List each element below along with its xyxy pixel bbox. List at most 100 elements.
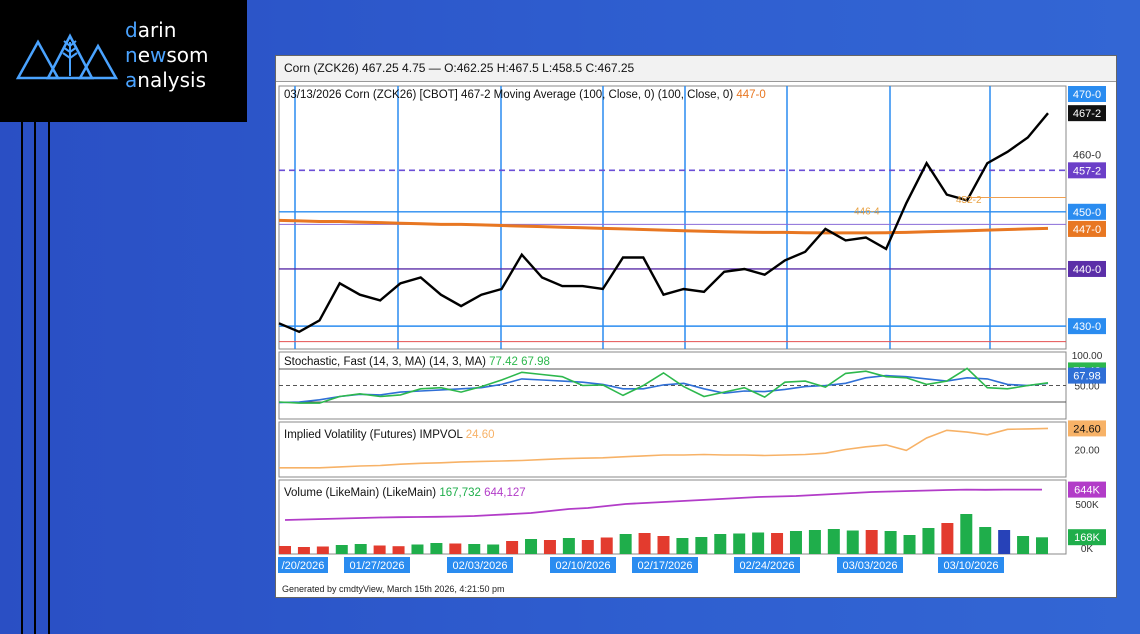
ivol-label-bg bbox=[1068, 420, 1106, 437]
date-label-bg bbox=[447, 557, 513, 573]
price-label-457-2: 457-2 bbox=[1073, 165, 1101, 177]
stoch-k-value: 77.42 bbox=[489, 356, 521, 368]
ivol-pane bbox=[278, 421, 1067, 478]
volume-bar bbox=[789, 531, 802, 554]
chart-svg: 03/13/2026 Corn (ZCK26) [CBOT] 467-2 Mov… bbox=[278, 85, 1106, 573]
date-label: 03/10/2026 bbox=[943, 560, 998, 572]
stoch-k-line bbox=[278, 367, 1049, 404]
volume-ma-label-bg bbox=[1068, 481, 1106, 498]
volume-bar bbox=[562, 538, 575, 554]
price-label-440-0-bg bbox=[1068, 260, 1106, 277]
volume-bar bbox=[657, 536, 670, 554]
logo-letter: d bbox=[125, 18, 138, 42]
volume-bar bbox=[619, 534, 632, 554]
logo-word: arin bbox=[137, 18, 177, 42]
volume-bar bbox=[411, 544, 424, 554]
volume-bar bbox=[581, 540, 594, 554]
moving-average-line bbox=[278, 218, 1049, 235]
volume-ma-line bbox=[284, 488, 1042, 521]
volume-bar bbox=[884, 531, 897, 554]
price-label-447-0-bg bbox=[1068, 220, 1106, 237]
date-label-bg bbox=[550, 557, 616, 573]
date-label: 01/27/2026 bbox=[349, 560, 404, 572]
brand-name: darin newsom analysis bbox=[125, 18, 209, 93]
stoch-d-line bbox=[278, 374, 1049, 404]
logo-letter: a bbox=[125, 68, 138, 92]
logo-word: som bbox=[166, 43, 209, 67]
stoch-d-label: 67.98 bbox=[1073, 371, 1101, 383]
volume-bar bbox=[316, 546, 329, 554]
price-pane bbox=[278, 85, 1067, 350]
volume-bar bbox=[354, 544, 367, 554]
volume-tick-500k: 500K bbox=[1075, 500, 1099, 511]
volume-bar bbox=[695, 537, 708, 554]
annotation-452-2: 452-2 bbox=[956, 195, 982, 206]
ivol-title: Implied Volatility (Futures) IMPVOL 24.6… bbox=[284, 429, 495, 441]
volume-bar bbox=[1036, 537, 1048, 554]
decor-line bbox=[21, 122, 23, 634]
volume-label: 168K bbox=[1074, 532, 1100, 544]
volume-bar bbox=[903, 535, 916, 554]
date-label: 03/03/2026 bbox=[842, 560, 897, 572]
date-label: 02/10/2026 bbox=[555, 560, 610, 572]
volume-bar bbox=[979, 527, 992, 554]
volume-ma-label: 644K bbox=[1074, 485, 1100, 497]
volume-bar bbox=[827, 529, 840, 554]
price-label-467-2: 467-2 bbox=[1073, 108, 1101, 120]
volume-bar bbox=[941, 523, 954, 554]
price-label-467-2-bg bbox=[1068, 105, 1106, 122]
volume-bar bbox=[865, 530, 878, 554]
date-label: 02/24/2026 bbox=[739, 560, 794, 572]
ivol-value: 24.60 bbox=[466, 429, 495, 441]
volume-bar bbox=[543, 540, 556, 554]
volume-bar bbox=[335, 545, 348, 554]
volume-bar bbox=[600, 537, 613, 554]
volume-bar bbox=[430, 543, 443, 554]
price-pane-title: 03/13/2026 Corn (ZCK26) [CBOT] 467-2 Mov… bbox=[284, 89, 766, 101]
generated-footer: Generated by cmdtyView, March 15th 2026,… bbox=[282, 584, 505, 594]
volume-bar bbox=[714, 534, 727, 554]
date-label: 02/03/2026 bbox=[452, 560, 507, 572]
volume-bar bbox=[279, 546, 291, 554]
volume-bar bbox=[960, 514, 973, 554]
decor-line bbox=[34, 122, 36, 634]
price-label-430-0-bg bbox=[1068, 318, 1106, 335]
stochastic-title: Stochastic, Fast (14, 3, MA) (14, 3, MA)… bbox=[284, 356, 550, 368]
volume-bar bbox=[771, 533, 784, 554]
date-label: 02/17/2026 bbox=[637, 560, 692, 572]
price-label-450-0: 450-0 bbox=[1073, 207, 1101, 219]
ma-value: 447-0 bbox=[736, 89, 765, 101]
annotation-446-4: 446-4 bbox=[854, 207, 880, 218]
logo-letter: w bbox=[150, 43, 167, 67]
volume-bar bbox=[373, 545, 386, 554]
stoch-d-label-bg bbox=[1068, 367, 1106, 384]
volume-value: 167,732 bbox=[439, 487, 484, 499]
volume-tick-0k: 0K bbox=[1081, 544, 1094, 555]
price-label-450-0-bg bbox=[1068, 203, 1106, 220]
volume-bar bbox=[752, 532, 765, 554]
volume-title: Volume (LikeMain) (LikeMain) 167,732 644… bbox=[284, 487, 526, 499]
ivol-label: 24.60 bbox=[1073, 423, 1101, 435]
chart-panel: Corn (ZCK26) 467.25 4.75 — O:462.25 H:46… bbox=[275, 55, 1117, 598]
price-label-457-2-bg bbox=[1068, 162, 1106, 179]
date-label-bg bbox=[344, 557, 410, 573]
volume-bar bbox=[449, 543, 462, 554]
ivol-line bbox=[279, 427, 1049, 469]
date-label-bg bbox=[632, 557, 698, 573]
volume-bar bbox=[506, 541, 519, 554]
stoch-tick-100: 100.00 bbox=[1072, 351, 1103, 362]
date-label-bg bbox=[837, 557, 903, 573]
quote-header: Corn (ZCK26) 467.25 4.75 — O:462.25 H:46… bbox=[276, 56, 1116, 82]
volume-bar bbox=[468, 544, 481, 554]
price-label-470-0: 470-0 bbox=[1073, 89, 1101, 101]
price-label-440-0: 440-0 bbox=[1073, 264, 1101, 276]
ivol-tick-20: 20.00 bbox=[1074, 446, 1099, 457]
date-label-bg bbox=[734, 557, 800, 573]
volume-bar bbox=[676, 538, 689, 554]
stoch-tick-50: 50.00 bbox=[1074, 382, 1099, 393]
volume-bar bbox=[297, 547, 310, 554]
decor-line bbox=[48, 122, 50, 634]
logo-letter: n bbox=[125, 43, 138, 67]
volume-label-bg bbox=[1068, 529, 1106, 546]
volume-bar bbox=[808, 530, 821, 554]
